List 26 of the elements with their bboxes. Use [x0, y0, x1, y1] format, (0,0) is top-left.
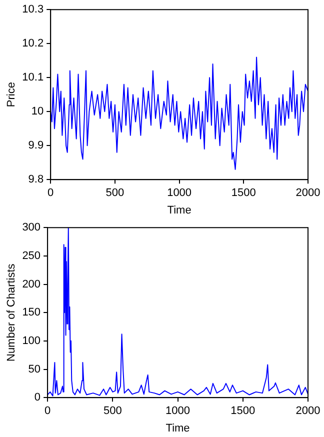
x-tick-label: 2000 [296, 187, 320, 200]
y-tick-label: 10 [31, 106, 44, 118]
y-tick-label: 9.9 [28, 140, 44, 152]
x-tick-label: 500 [106, 187, 124, 200]
y-tick-label: 250 [22, 250, 41, 262]
y-tick-label: 50 [28, 363, 41, 376]
x-tick-label: 1000 [166, 405, 190, 418]
y-tick-label: 100 [22, 334, 41, 347]
y-axis-title: Number of Chartists [6, 263, 18, 362]
x-tick-label: 1500 [231, 187, 256, 200]
x-axis-title: Time [167, 204, 192, 216]
y-tick-label: 9.8 [28, 174, 44, 186]
y-tick-label: 150 [22, 306, 41, 319]
y-tick-label: 10.3 [22, 4, 44, 16]
y-tick-label: 10.1 [22, 72, 44, 84]
x-axis-title: Time [166, 422, 190, 434]
x-tick-label: 500 [103, 405, 122, 418]
y-axis-title: Price [6, 82, 18, 108]
y-tick-label: 200 [22, 278, 41, 290]
y-tick-label: 0 [34, 392, 41, 404]
x-tick-label: 1500 [230, 405, 256, 418]
y-tick-label: 10.2 [22, 38, 44, 50]
y-tick-label: 300 [22, 222, 41, 234]
x-tick-label: 2000 [296, 405, 320, 418]
x-tick-label: 0 [48, 187, 54, 200]
x-tick-label: 1000 [167, 187, 192, 200]
